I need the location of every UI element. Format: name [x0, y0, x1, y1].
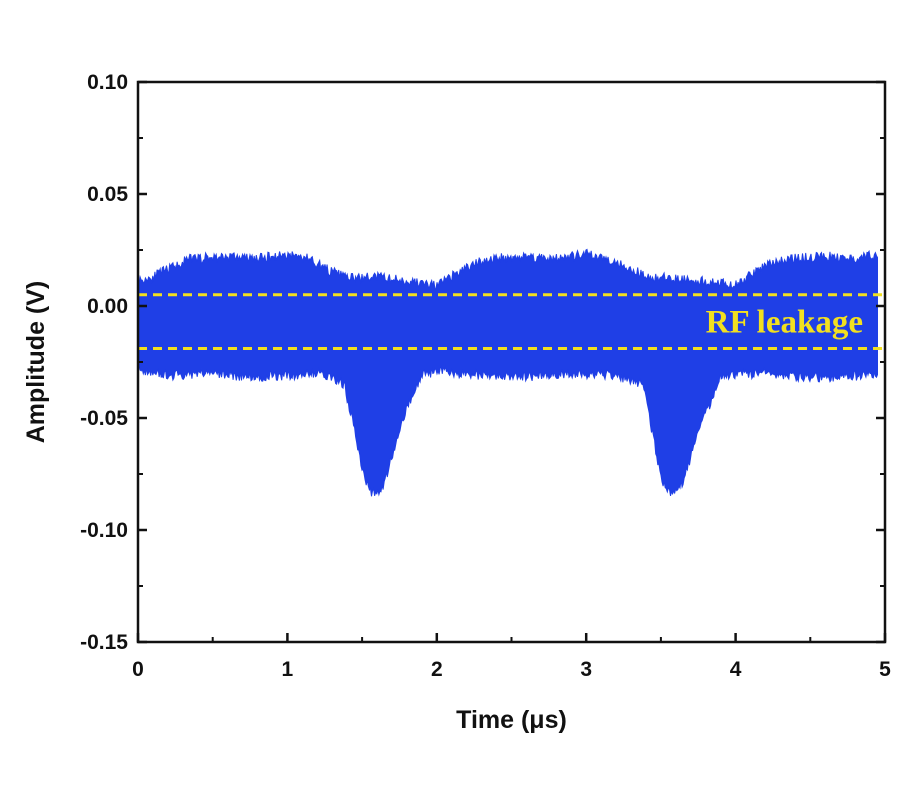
y-tick-label: -0.05 — [80, 407, 128, 430]
x-tick-label: 2 — [431, 658, 443, 681]
rf-leakage-annotation: RF leakage — [706, 305, 863, 341]
signal-layer — [137, 248, 878, 497]
x-tick-label: 1 — [282, 658, 294, 681]
x-tick-label: 3 — [580, 658, 592, 681]
y-tick-label: 0.00 — [87, 295, 128, 318]
y-tick-label: -0.10 — [80, 519, 128, 542]
x-tick-label: 4 — [730, 658, 742, 681]
y-tick-label: 0.10 — [87, 71, 128, 94]
x-tick-label: 5 — [879, 658, 891, 681]
y-tick-label: 0.05 — [87, 183, 128, 206]
x-axis-title: Time (μs) — [456, 706, 567, 734]
reference-lines — [138, 293, 885, 351]
signal-band — [137, 248, 878, 497]
x-tick-label: 0 — [132, 658, 144, 681]
axis-ticks: 0 1 2 3 4 5 0.10 0.05 0.00 -0.05 -0.10 -0.15 — [80, 71, 891, 681]
y-axis-title: Amplitude (V) — [22, 281, 50, 444]
y-tick-label: -0.15 — [80, 631, 128, 654]
